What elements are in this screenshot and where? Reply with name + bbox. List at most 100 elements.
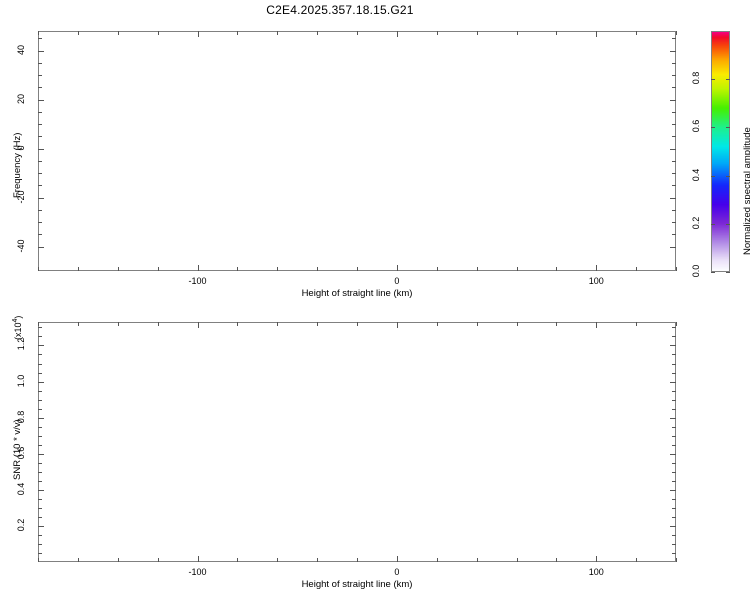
tick-mark [237,322,238,326]
tick-mark [38,508,42,509]
tick-mark [672,553,676,554]
tick-mark [726,272,730,273]
tick-mark [672,112,676,113]
tick-mark [38,336,42,337]
colorbar-tick-label: 0.6 [691,119,701,133]
tick-mark [672,517,676,518]
tick-mark [78,322,79,326]
tick-mark [672,508,676,509]
tick-mark [711,176,715,177]
tick-mark [477,31,478,35]
tick-mark [670,418,676,419]
tick-mark [726,79,730,80]
tick-mark [277,322,278,326]
tick-mark [672,445,676,446]
tick-mark [670,454,676,455]
tick-mark [38,454,44,455]
tick-mark [38,173,42,174]
tick-mark [38,517,42,518]
tick-mark [670,198,676,199]
tick-mark [556,31,557,35]
tick-mark [38,112,42,113]
tick-mark [118,322,119,326]
tick-mark [38,400,42,401]
tick-mark [556,322,557,326]
tick-mark [437,31,438,35]
snr-y-axis-label: SNR (10 * v/v) [12,419,23,480]
tick-mark [237,558,238,562]
tick-mark [198,322,199,328]
tick-mark [118,31,119,35]
spectrogram-y-tick-label: -40 [16,239,26,253]
tick-mark [517,558,518,562]
snr-y-tick-label: 0.2 [16,518,26,532]
tick-mark [672,544,676,545]
tick-mark [38,222,42,223]
tick-mark [38,63,42,64]
tick-mark [198,31,199,37]
tick-mark [672,373,676,374]
snr-multiplier-exponent: 4 [12,318,19,323]
tick-mark [38,100,44,101]
tick-mark [317,31,318,35]
tick-mark [672,63,676,64]
tick-mark [38,463,42,464]
tick-mark [38,327,42,328]
tick-mark [38,345,44,346]
snr-y-axis-multiplier: (x104) [12,316,23,340]
tick-mark [556,558,557,562]
snr-frame [38,322,676,562]
tick-mark [277,267,278,271]
snr-x-axis-label: Height of straight line (km) [301,579,413,590]
tick-mark [672,472,676,473]
tick-mark [556,267,557,271]
tick-mark [38,445,42,446]
tick-mark [670,51,676,52]
tick-mark [670,490,676,491]
tick-mark [38,87,42,88]
tick-mark [672,327,676,328]
colorbar-tick-label: 0.0 [691,264,701,278]
tick-mark [158,558,159,562]
tick-mark [38,409,42,410]
tick-mark [517,31,518,35]
tick-mark [38,161,42,162]
tick-mark [38,364,42,365]
tick-mark [437,267,438,271]
snr-multiplier-close: ) [13,315,23,319]
tick-mark [118,267,119,271]
colorbar-gradient [711,31,730,272]
tick-mark [38,427,42,428]
tick-mark [672,427,676,428]
tick-mark [636,322,637,326]
tick-mark [670,247,676,248]
tick-mark [38,481,42,482]
tick-mark [78,267,79,271]
tick-mark [670,345,676,346]
tick-mark [357,558,358,562]
tick-mark [38,185,42,186]
tick-mark [672,222,676,223]
tick-mark [477,322,478,326]
tick-mark [672,535,676,536]
snr-x-tick-label: 0 [394,567,400,577]
tick-mark [38,373,42,374]
tick-mark [676,322,677,326]
spectrogram-x-axis-label: Height of straight line (km) [301,288,413,299]
tick-mark [596,322,597,328]
tick-mark [670,526,676,527]
tick-mark [726,224,730,225]
tick-mark [357,322,358,326]
tick-mark [711,272,715,273]
colorbar-label: Normalized spectral amplitude [742,127,750,255]
tick-mark [711,224,715,225]
tick-mark [38,234,42,235]
tick-mark [397,556,398,562]
tick-mark [317,558,318,562]
tick-mark [397,31,398,37]
tick-mark [676,31,677,35]
snr-x-tick-label: 100 [588,567,604,577]
tick-mark [38,472,42,473]
tick-mark [78,558,79,562]
